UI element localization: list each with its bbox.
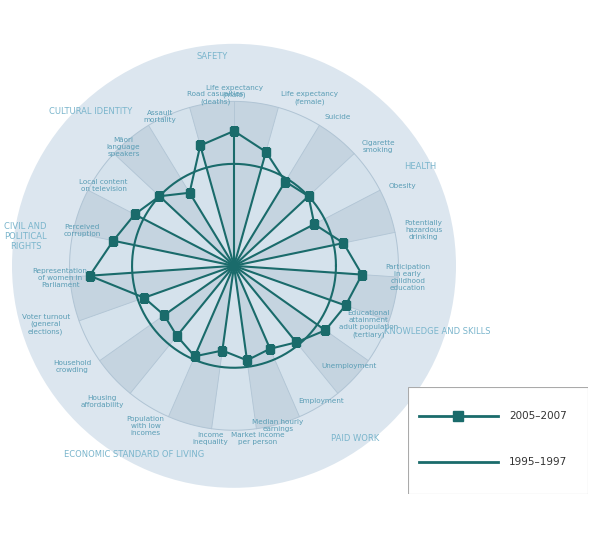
Text: Income
inequality: Income inequality xyxy=(193,432,228,445)
Polygon shape xyxy=(149,107,234,266)
FancyBboxPatch shape xyxy=(408,387,588,494)
Text: SAFETY: SAFETY xyxy=(196,52,227,61)
Text: Representation
of women in
Parliament: Representation of women in Parliament xyxy=(32,268,88,288)
Polygon shape xyxy=(70,266,234,321)
Text: Household
crowding: Household crowding xyxy=(53,360,92,373)
Polygon shape xyxy=(212,266,256,430)
Text: Housing
affordability: Housing affordability xyxy=(80,395,124,408)
Polygon shape xyxy=(234,154,380,266)
Polygon shape xyxy=(190,101,234,266)
Text: ECONOMIC STANDARD OF LIVING: ECONOMIC STANDARD OF LIVING xyxy=(64,450,204,459)
Polygon shape xyxy=(100,266,234,394)
Polygon shape xyxy=(234,107,319,266)
Polygon shape xyxy=(234,101,278,266)
Text: Potentially
hazardous
drinking: Potentially hazardous drinking xyxy=(404,220,443,241)
Polygon shape xyxy=(234,233,398,277)
Polygon shape xyxy=(234,266,338,417)
Text: Median hourly
earnings: Median hourly earnings xyxy=(252,419,304,432)
Text: Cigarette
smoking: Cigarette smoking xyxy=(361,140,395,154)
Text: Perceived
corruption: Perceived corruption xyxy=(64,224,101,237)
Text: Voter turnout
(general
elections): Voter turnout (general elections) xyxy=(22,314,70,335)
Polygon shape xyxy=(114,125,234,266)
Polygon shape xyxy=(73,190,234,266)
Polygon shape xyxy=(234,266,368,394)
Text: Employment: Employment xyxy=(298,398,344,404)
Text: Participation
in early
childhood
education: Participation in early childhood educati… xyxy=(385,264,430,291)
Polygon shape xyxy=(169,266,234,429)
Polygon shape xyxy=(88,154,234,266)
Polygon shape xyxy=(130,266,234,417)
Text: Life expectancy
(male): Life expectancy (male) xyxy=(205,85,263,98)
Text: 2005–2007: 2005–2007 xyxy=(509,411,566,420)
Text: HEALTH: HEALTH xyxy=(404,163,436,171)
Text: 1995–1997: 1995–1997 xyxy=(509,457,567,467)
Polygon shape xyxy=(79,266,234,361)
Text: KNOWLEDGE AND SKILLS: KNOWLEDGE AND SKILLS xyxy=(384,328,491,336)
Text: PAID WORK: PAID WORK xyxy=(331,434,379,442)
Text: Local content
on television: Local content on television xyxy=(79,179,128,192)
Text: Life expectancy
(female): Life expectancy (female) xyxy=(281,91,338,105)
Text: Unemployment: Unemployment xyxy=(321,364,376,369)
Polygon shape xyxy=(234,125,354,266)
Polygon shape xyxy=(234,266,299,429)
Text: Educational
attainment
adult population
(tertiary): Educational attainment adult population … xyxy=(339,310,398,338)
Text: Assault
mortality: Assault mortality xyxy=(143,111,176,124)
Text: Obesity: Obesity xyxy=(389,183,416,188)
Text: CIVIL AND
POLITICAL
RIGHTS: CIVIL AND POLITICAL RIGHTS xyxy=(4,222,47,251)
Text: Market income
per person: Market income per person xyxy=(231,432,284,445)
Text: Māori
language
speakers: Māori language speakers xyxy=(107,137,140,157)
Polygon shape xyxy=(70,233,234,277)
Text: CULTURAL IDENTITY: CULTURAL IDENTITY xyxy=(49,107,132,117)
Polygon shape xyxy=(234,190,395,266)
Text: Suicide: Suicide xyxy=(325,114,351,120)
Polygon shape xyxy=(234,266,398,321)
Text: Road casualties
(deaths): Road casualties (deaths) xyxy=(187,91,244,105)
Text: Population
with low
incomes: Population with low incomes xyxy=(127,416,164,436)
Polygon shape xyxy=(234,266,389,361)
